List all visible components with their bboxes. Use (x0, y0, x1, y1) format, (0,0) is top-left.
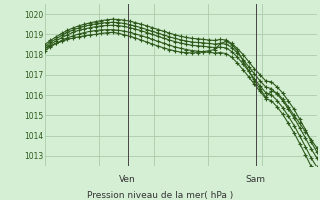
Text: Pression niveau de la mer( hPa ): Pression niveau de la mer( hPa ) (87, 191, 233, 200)
Text: Sam: Sam (246, 175, 266, 184)
Text: Ven: Ven (119, 175, 136, 184)
